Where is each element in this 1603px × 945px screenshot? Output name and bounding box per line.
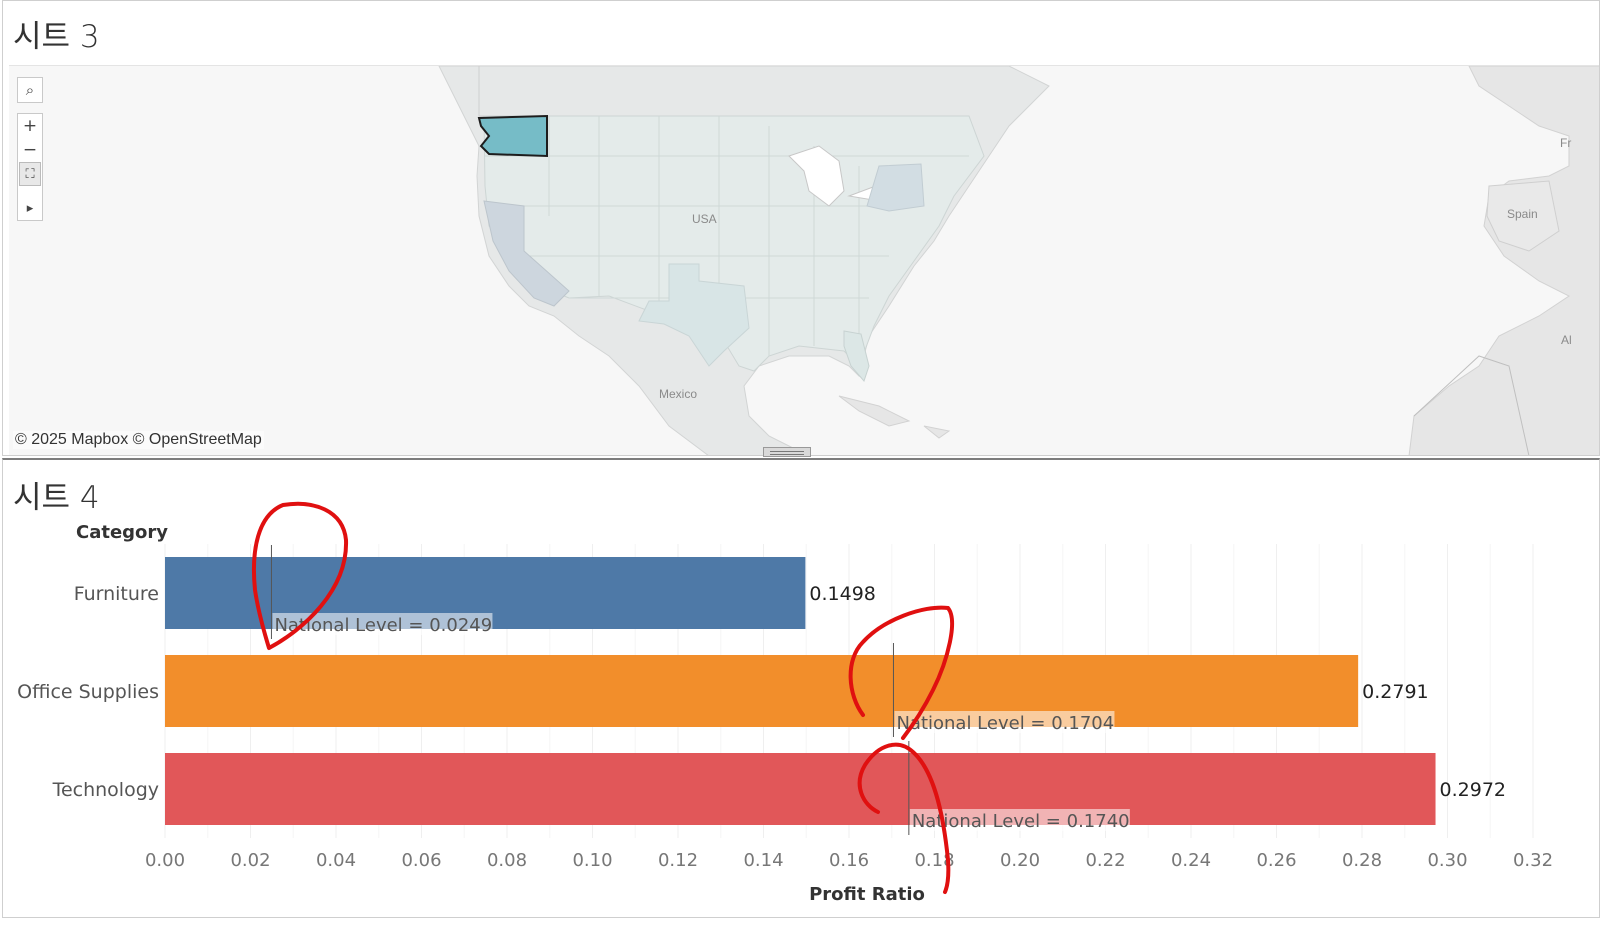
pan-select-button[interactable]: ⛶ — [19, 162, 41, 186]
x-tick-label: 0.08 — [487, 850, 527, 871]
bar-value-label: 0.2972 — [1440, 779, 1506, 801]
x-tick-label: 0.20 — [1000, 850, 1040, 871]
x-tick-label: 0.04 — [316, 850, 356, 871]
pan-select-icon: ⛶ — [25, 166, 35, 182]
x-tick-label: 0.22 — [1085, 850, 1125, 871]
expand-toolbar-button[interactable]: ▸ — [18, 196, 42, 220]
x-tick-label: 0.02 — [230, 850, 270, 871]
map-toolbar: + − ⛶ ▸ — [17, 113, 43, 221]
great-lakes — [788, 145, 845, 207]
category-label: Furniture — [74, 583, 159, 605]
map-label-mexico: Mexico — [659, 387, 698, 401]
map-label-fr: Fr — [1560, 136, 1572, 150]
texas-shape — [638, 263, 750, 367]
red-annotation-stroke — [857, 742, 951, 894]
reference-label-bg — [894, 711, 1115, 733]
red-annotation-stroke — [848, 605, 955, 740]
zoom-out-icon: − — [22, 140, 38, 160]
x-tick-label: 0.12 — [658, 850, 698, 871]
x-tick-label: 0.24 — [1171, 850, 1211, 871]
washington-state — [477, 114, 548, 158]
category-label: Technology — [52, 779, 159, 801]
reference-line-label: National Level = 0.1740 — [912, 811, 1130, 832]
sheet-4-panel: 시트 4 0.00 0.02 0.04 0.06 0.08 0.10 0.12 0.14 0.1… — [2, 458, 1600, 918]
search-icon: ⌕ — [25, 81, 35, 99]
reference-line-label: National Level = 0.0249 — [274, 615, 492, 636]
profit-ratio-chart[interactable]: 0.00 0.02 0.04 0.06 0.08 0.10 0.12 0.14 0.16 0.18… — [3, 460, 1600, 918]
map-label-al: Al — [1561, 333, 1572, 347]
x-tick-label: 0.00 — [145, 850, 185, 871]
map-attribution[interactable]: © 2025 Mapbox © OpenStreetMap — [13, 431, 264, 449]
bar-technology — [165, 753, 1436, 825]
x-tick-label: 0.28 — [1342, 850, 1382, 871]
bar-value-label: 0.1498 — [809, 583, 875, 605]
zoom-in-button[interactable]: + — [18, 114, 42, 138]
california-shape — [483, 200, 570, 307]
x-tick-label: 0.18 — [914, 850, 954, 871]
x-tick-label: 0.30 — [1427, 850, 1467, 871]
zoom-out-button[interactable]: − — [18, 138, 42, 162]
sheet-4-title: 시트 4 — [13, 480, 100, 516]
map-canvas[interactable] — [9, 66, 1600, 456]
map-search-button[interactable]: ⌕ — [17, 77, 43, 103]
x-tick-label: 0.16 — [829, 850, 869, 871]
reference-label-bg — [272, 613, 493, 635]
reference-line-label: National Level = 0.1704 — [896, 713, 1114, 734]
x-tick-label: 0.10 — [572, 850, 612, 871]
expand-arrow-icon: ▸ — [26, 200, 34, 216]
sheet-3-title: 시트 3 — [13, 19, 100, 55]
map-view[interactable]: USA Mexico Spain Fr Al ⌕ + − ⛶ ▸ © 2025 … — [9, 65, 1600, 456]
europe-africa-land — [1408, 66, 1599, 455]
red-annotation-stroke — [251, 501, 349, 650]
x-tick-label: 0.06 — [401, 850, 441, 871]
sheet-3-panel: 시트 3 — [2, 0, 1600, 456]
bar-value-label: 0.2791 — [1362, 681, 1428, 703]
florida-shape — [843, 330, 870, 382]
bar-office-supplies — [165, 655, 1359, 727]
x-tick-label: 0.26 — [1256, 850, 1296, 871]
new-york-shape — [866, 163, 925, 212]
category-label: Office Supplies — [17, 681, 159, 703]
x-tick-label: 0.32 — [1513, 850, 1553, 871]
pane-resize-handle[interactable] — [763, 447, 811, 457]
zoom-in-icon: + — [22, 116, 38, 136]
reference-label-bg — [909, 809, 1130, 831]
map-label-usa: USA — [692, 212, 717, 226]
x-tick-label: 0.14 — [743, 850, 783, 871]
row-header-category: Category — [76, 522, 168, 543]
x-axis-title: Profit Ratio — [809, 884, 925, 905]
map-label-spain: Spain — [1507, 207, 1538, 221]
